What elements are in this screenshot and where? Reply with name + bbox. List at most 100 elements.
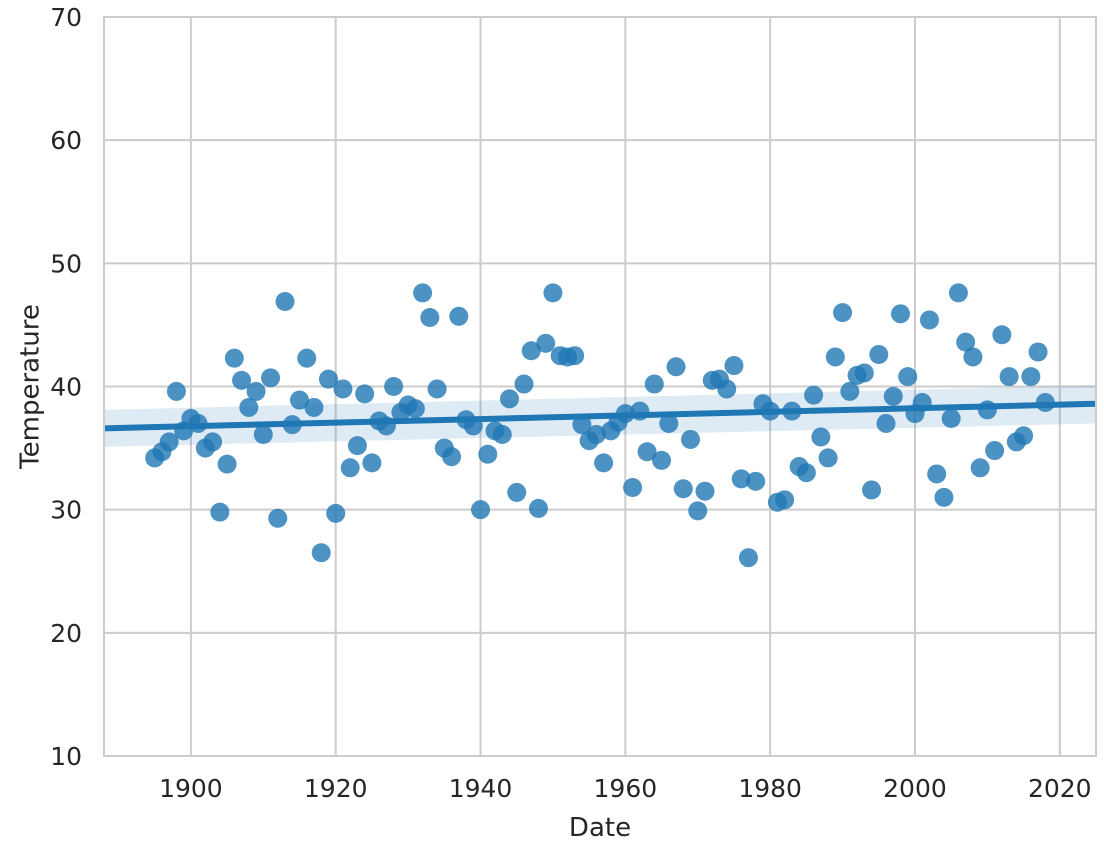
data-point	[681, 429, 701, 449]
data-point	[666, 357, 686, 377]
data-point	[934, 487, 954, 507]
data-point	[478, 444, 498, 464]
data-point	[290, 390, 310, 410]
y-tick-label: 20	[50, 619, 82, 648]
data-point	[623, 477, 643, 497]
data-point	[644, 374, 664, 394]
data-point	[188, 413, 208, 433]
data-point	[499, 389, 519, 409]
data-point	[948, 283, 968, 303]
data-point	[268, 508, 288, 528]
data-point	[760, 401, 780, 421]
y-tick-label: 50	[50, 249, 82, 278]
data-point	[1028, 342, 1048, 362]
data-point	[970, 458, 990, 478]
data-point	[717, 379, 737, 399]
data-point	[492, 425, 512, 445]
data-point	[652, 450, 672, 470]
data-point	[912, 393, 932, 413]
data-point	[159, 432, 179, 452]
data-point	[210, 502, 230, 522]
data-point	[941, 409, 961, 429]
data-point	[217, 454, 237, 474]
data-point	[427, 379, 447, 399]
y-axis-title: Temperature	[16, 304, 46, 470]
data-point	[1014, 426, 1034, 446]
data-point	[586, 425, 606, 445]
data-point	[463, 416, 483, 436]
data-point	[507, 482, 527, 502]
data-point	[738, 548, 758, 568]
data-point	[688, 501, 708, 521]
plot-frame	[103, 16, 1097, 757]
data-point	[536, 333, 556, 353]
x-tick-label: 1900	[159, 774, 223, 803]
data-point	[825, 347, 845, 367]
data-point	[543, 283, 563, 303]
x-tick-labels: 1900 1920 1940 1960 1980 2000 2020	[159, 774, 1092, 803]
data-point	[999, 367, 1019, 387]
data-point	[811, 427, 831, 447]
data-point	[326, 503, 346, 523]
y-tick-label: 40	[50, 373, 82, 402]
regression-line-layer	[103, 400, 1097, 432]
data-point	[420, 308, 440, 328]
data-point	[673, 479, 693, 499]
data-point	[528, 498, 548, 518]
data-point	[514, 374, 534, 394]
data-point	[1021, 367, 1041, 387]
data-point	[275, 292, 295, 312]
data-point	[883, 386, 903, 406]
data-point	[890, 304, 910, 324]
data-point	[203, 432, 223, 452]
x-tick-label: 2000	[883, 774, 947, 803]
data-point	[746, 471, 766, 491]
data-point	[840, 381, 860, 401]
data-point	[956, 332, 976, 352]
data-point	[818, 448, 838, 468]
data-point	[449, 306, 469, 326]
regression-line	[103, 400, 1097, 432]
data-point	[311, 543, 331, 563]
data-point	[405, 399, 425, 419]
y-tick-label: 10	[50, 742, 82, 771]
data-point	[239, 397, 259, 417]
data-point	[333, 379, 353, 399]
data-point	[977, 400, 997, 420]
x-axis-title: Date	[569, 813, 631, 843]
data-point	[869, 344, 889, 364]
data-point	[615, 404, 635, 424]
data-point	[471, 500, 491, 520]
data-point	[297, 348, 317, 368]
data-point	[731, 469, 751, 489]
x-tick-label: 1940	[449, 774, 513, 803]
data-point	[927, 464, 947, 484]
data-point	[637, 442, 657, 462]
y-tick-labels: 10 20 30 40 50 60 70	[50, 3, 82, 771]
data-point	[282, 415, 302, 435]
data-point	[775, 490, 795, 510]
data-point	[659, 413, 679, 433]
data-point	[521, 341, 541, 361]
data-point	[695, 481, 715, 501]
data-point	[442, 447, 462, 467]
data-point	[854, 363, 874, 383]
data-point	[919, 310, 939, 330]
data-point	[224, 348, 244, 368]
x-tick-label: 1920	[304, 774, 368, 803]
data-point	[362, 453, 382, 473]
data-point	[898, 367, 918, 387]
data-point	[384, 377, 404, 396]
data-point	[833, 303, 853, 323]
x-tick-label: 1960	[594, 774, 658, 803]
x-tick-label: 1980	[738, 774, 802, 803]
data-point	[246, 381, 266, 401]
data-point	[232, 370, 252, 390]
data-point	[253, 425, 273, 445]
data-point	[355, 384, 375, 404]
data-point	[862, 480, 882, 500]
data-point	[630, 401, 650, 421]
data-point	[876, 413, 896, 433]
